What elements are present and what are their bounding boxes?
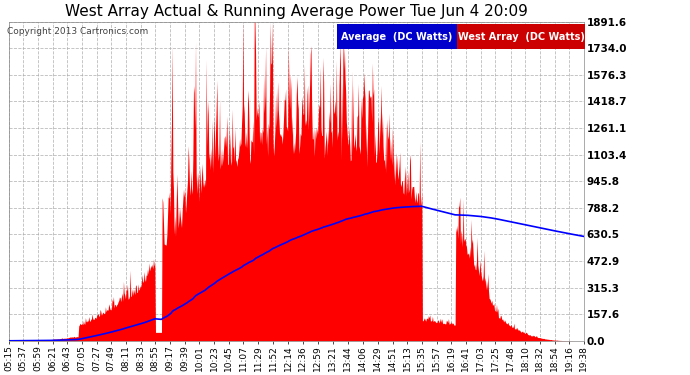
Title: West Array Actual & Running Average Power Tue Jun 4 20:09: West Array Actual & Running Average Powe…	[65, 4, 528, 19]
Text: Average  (DC Watts): Average (DC Watts)	[342, 32, 453, 42]
Text: Copyright 2013 Cartronics.com: Copyright 2013 Cartronics.com	[7, 27, 148, 36]
Text: West Array  (DC Watts): West Array (DC Watts)	[457, 32, 584, 42]
